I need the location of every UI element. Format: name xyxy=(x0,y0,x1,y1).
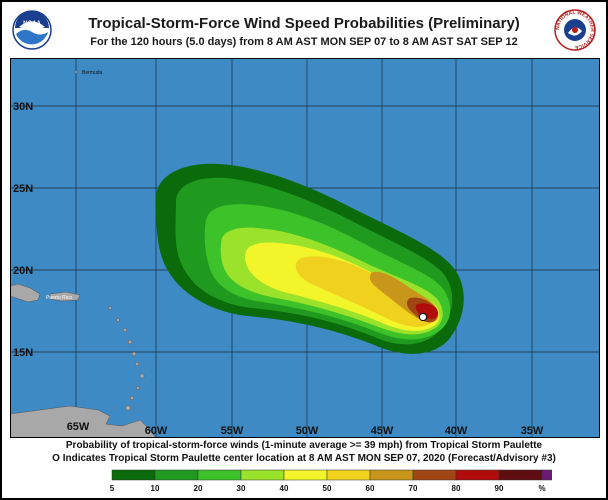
puerto-rico-land xyxy=(49,291,81,302)
map-border xyxy=(10,58,600,438)
legend-swatch xyxy=(455,469,500,481)
lat-label: 15N xyxy=(13,347,33,359)
legend-swatch xyxy=(369,469,414,481)
legend-label: 90 xyxy=(495,484,504,493)
map-title: Tropical-Storm-Force Wind Speed Probabil… xyxy=(88,15,520,32)
legend-swatch xyxy=(240,469,285,481)
legend-label: % xyxy=(538,484,545,493)
lat-label: 30N xyxy=(13,101,33,113)
probability-swath xyxy=(156,163,464,354)
legend-swatch xyxy=(541,469,552,481)
lon-label: 35W xyxy=(521,425,544,437)
nws-logo-icon: NATIONAL WEATHER SERVICE xyxy=(554,9,596,51)
legend-label: 5 xyxy=(110,484,115,493)
legend-label: 40 xyxy=(280,484,289,493)
lat-label: 25N xyxy=(13,183,33,195)
lon-label: 55W xyxy=(221,425,244,437)
storm-center-marker xyxy=(418,312,428,322)
map-subtitle: For the 120 hours (5.0 days) from 8 AM A… xyxy=(90,36,518,48)
legend-swatch xyxy=(498,469,543,481)
lat-label: 20N xyxy=(13,265,33,277)
lon-label: 65W xyxy=(67,421,90,433)
legend-label: 10 xyxy=(151,484,160,493)
probability-map: Bermuda Puerto Rico 30N 25N 20N 15N 65W … xyxy=(10,58,600,438)
footer: Probability of tropical-storm-force wind… xyxy=(2,438,606,498)
legend-label: 20 xyxy=(194,484,203,493)
bermuda-land xyxy=(74,70,78,74)
lon-label: 60W xyxy=(145,425,168,437)
legend-label: 70 xyxy=(409,484,418,493)
legend-swatch xyxy=(111,469,156,481)
lon-label: 40W xyxy=(445,425,468,437)
noaa-logo-text: NOAA xyxy=(23,21,41,27)
header: NOAA Tropical-Storm-Force Wind Speed Pro… xyxy=(2,2,606,58)
legend-swatch xyxy=(197,469,242,481)
caption-probability: Probability of tropical-storm-force wind… xyxy=(65,440,543,451)
place-label-puerto-rico: Puerto Rico xyxy=(46,295,72,301)
legend-label: 30 xyxy=(237,484,246,493)
caption-storm-center: O Indicates Tropical Storm Paulette cent… xyxy=(52,453,556,464)
noaa-logo-icon: NOAA xyxy=(12,10,52,50)
south-america-land xyxy=(10,405,157,438)
legend-swatch xyxy=(283,469,328,481)
legend-swatch xyxy=(412,469,457,481)
lon-label: 45W xyxy=(371,425,394,437)
legend-label: 80 xyxy=(452,484,461,493)
hispaniola-land xyxy=(10,283,41,303)
legend-swatch xyxy=(154,469,199,481)
legend-label: 60 xyxy=(366,484,375,493)
legend-swatch xyxy=(326,469,371,481)
legend-label: 50 xyxy=(323,484,332,493)
place-label-bermuda: Bermuda xyxy=(82,70,103,76)
swath-50-percent xyxy=(295,256,435,327)
lon-label: 50W xyxy=(296,425,319,437)
land xyxy=(10,70,157,438)
color-legend: 5 10 20 30 40 50 60 70 80 90% xyxy=(110,469,552,493)
